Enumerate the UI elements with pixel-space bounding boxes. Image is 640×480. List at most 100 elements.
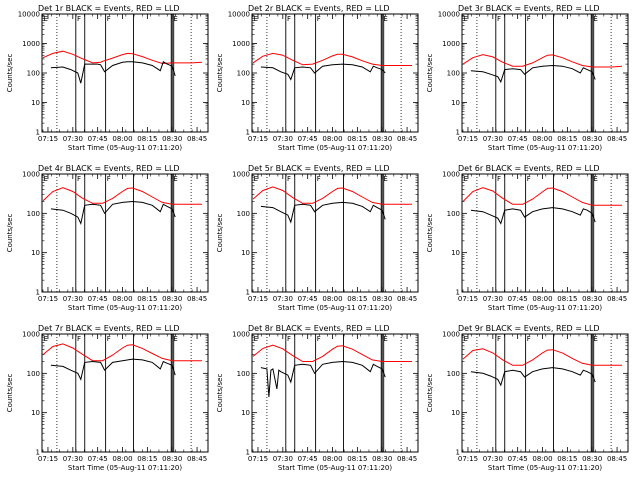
y-tick-label: 100 bbox=[237, 370, 250, 378]
y-tick-label: 1000 bbox=[232, 171, 250, 179]
y-tick-label: 1000 bbox=[442, 171, 460, 179]
event-marker-label: E bbox=[383, 15, 387, 23]
x-axis-label: Start Time (05-Aug-11 07:11:20) bbox=[278, 144, 392, 152]
y-axis-label: Counts/sec bbox=[426, 214, 434, 253]
event-marker-label: F bbox=[497, 335, 501, 343]
y-axis-label: Counts/sec bbox=[6, 214, 14, 253]
x-tick-label: 08:00 bbox=[532, 295, 552, 303]
event-rate-line bbox=[260, 360, 386, 398]
chart-panel: Det 7r BLACK = Events, RED = LLD 1 10 100 10… bbox=[6, 324, 209, 472]
event-rate-line bbox=[50, 61, 176, 84]
chart-panel: Det 3r BLACK = Events, RED = LLD 1 10 100 10… bbox=[426, 4, 629, 152]
event-rate-line bbox=[470, 367, 596, 387]
chart-title: Det 2r BLACK = Events, RED = LLD bbox=[248, 4, 390, 13]
x-tick-label: 07:30 bbox=[63, 295, 83, 303]
x-tick-label: 08:30 bbox=[162, 295, 182, 303]
y-tick-label: 10 bbox=[241, 409, 250, 417]
y-tick-label: 10 bbox=[451, 249, 460, 257]
event-marker-label: E bbox=[43, 175, 47, 183]
y-tick-label: 1 bbox=[246, 289, 250, 297]
chart-panel: Det 2r BLACK = Events, RED = LLD 1 10 100 10… bbox=[216, 4, 419, 152]
event-marker-label: F bbox=[77, 175, 81, 183]
event-rate-line bbox=[470, 64, 596, 84]
x-tick-label: 07:15 bbox=[38, 455, 58, 463]
y-tick-label: 1 bbox=[456, 449, 460, 457]
event-marker-label: F bbox=[497, 15, 501, 23]
lld-rate-line bbox=[42, 187, 202, 205]
x-tick-label: 08:00 bbox=[112, 295, 132, 303]
y-axis-label: Counts/sec bbox=[216, 214, 224, 253]
y-axis-label: Counts/sec bbox=[216, 374, 224, 413]
y-tick-label: 1 bbox=[456, 289, 460, 297]
y-tick-label: 100 bbox=[27, 210, 40, 218]
x-tick-label: 07:15 bbox=[38, 135, 58, 143]
y-tick-label: 1 bbox=[456, 129, 460, 137]
y-tick-label: 1 bbox=[246, 129, 250, 137]
event-marker-label: F bbox=[107, 335, 111, 343]
y-axis-label: Counts/sec bbox=[6, 54, 14, 93]
x-tick-label: 07:45 bbox=[508, 455, 528, 463]
event-marker-label: E bbox=[43, 15, 47, 23]
y-axis-label: Counts/sec bbox=[426, 374, 434, 413]
x-tick-label: 08:15 bbox=[557, 135, 577, 143]
event-rate-line bbox=[260, 63, 386, 81]
event-rate-line bbox=[470, 207, 596, 225]
event-marker-label: E bbox=[253, 15, 257, 23]
x-tick-label: 07:30 bbox=[483, 295, 503, 303]
x-tick-label: 08:30 bbox=[582, 135, 602, 143]
y-tick-label: 1 bbox=[36, 129, 40, 137]
y-tick-label: 100 bbox=[237, 70, 250, 78]
y-tick-label: 10 bbox=[31, 249, 40, 257]
event-marker-label: F bbox=[317, 335, 321, 343]
y-axis-label: Counts/sec bbox=[6, 374, 14, 413]
x-tick-label: 08:00 bbox=[532, 135, 552, 143]
lld-rate-line bbox=[252, 186, 412, 205]
x-tick-label: 08:45 bbox=[187, 295, 207, 303]
x-tick-label: 07:30 bbox=[483, 455, 503, 463]
lld-rate-line bbox=[42, 50, 203, 65]
y-tick-label: 1 bbox=[36, 289, 40, 297]
event-marker-label: E bbox=[383, 335, 387, 343]
x-tick-label: 07:30 bbox=[273, 135, 293, 143]
x-tick-label: 08:45 bbox=[187, 455, 207, 463]
event-marker-label: F bbox=[287, 335, 291, 343]
event-rate-line bbox=[50, 358, 176, 381]
x-tick-label: 08:45 bbox=[607, 135, 627, 143]
lld-rate-line bbox=[462, 54, 623, 68]
y-tick-label: 1000 bbox=[442, 331, 460, 339]
x-tick-label: 08:15 bbox=[347, 455, 367, 463]
x-tick-label: 08:00 bbox=[532, 455, 552, 463]
chart-title: Det 7r BLACK = Events, RED = LLD bbox=[38, 324, 180, 333]
x-tick-label: 08:30 bbox=[582, 295, 602, 303]
x-tick-label: 07:15 bbox=[248, 295, 268, 303]
event-marker-label: F bbox=[527, 15, 531, 23]
y-tick-label: 10 bbox=[241, 99, 250, 107]
chart-title: Det 9r BLACK = Events, RED = LLD bbox=[458, 324, 600, 333]
event-marker-label: F bbox=[527, 175, 531, 183]
chart-panel: Det 4r BLACK = Events, RED = LLD 1 10 100 10… bbox=[6, 164, 209, 312]
x-axis-label: Start Time (05-Aug-11 07:11:20) bbox=[278, 304, 392, 312]
x-tick-label: 08:15 bbox=[557, 295, 577, 303]
x-tick-label: 08:15 bbox=[137, 295, 157, 303]
chart-title: Det 5r BLACK = Events, RED = LLD bbox=[248, 164, 390, 173]
x-tick-label: 07:15 bbox=[458, 135, 478, 143]
x-tick-label: 08:45 bbox=[607, 295, 627, 303]
y-tick-label: 10000 bbox=[438, 11, 460, 19]
plot-frame bbox=[461, 333, 629, 453]
plot-frame bbox=[461, 173, 629, 293]
plot-frame bbox=[251, 173, 419, 293]
event-rate-line bbox=[260, 201, 386, 224]
chart-panel: Det 1r BLACK = Events, RED = LLD 1 10 100 10… bbox=[6, 4, 209, 152]
chart-title: Det 6r BLACK = Events, RED = LLD bbox=[458, 164, 600, 173]
y-tick-label: 10000 bbox=[18, 11, 40, 19]
y-tick-label: 10 bbox=[451, 99, 460, 107]
x-tick-label: 08:30 bbox=[372, 455, 392, 463]
x-tick-label: 07:30 bbox=[273, 295, 293, 303]
y-tick-label: 1000 bbox=[22, 171, 40, 179]
y-axis-label: Counts/sec bbox=[426, 54, 434, 93]
event-marker-label: F bbox=[107, 175, 111, 183]
event-marker-label: E bbox=[253, 335, 257, 343]
x-axis-label: Start Time (05-Aug-11 07:11:20) bbox=[68, 304, 182, 312]
y-tick-label: 10 bbox=[31, 409, 40, 417]
